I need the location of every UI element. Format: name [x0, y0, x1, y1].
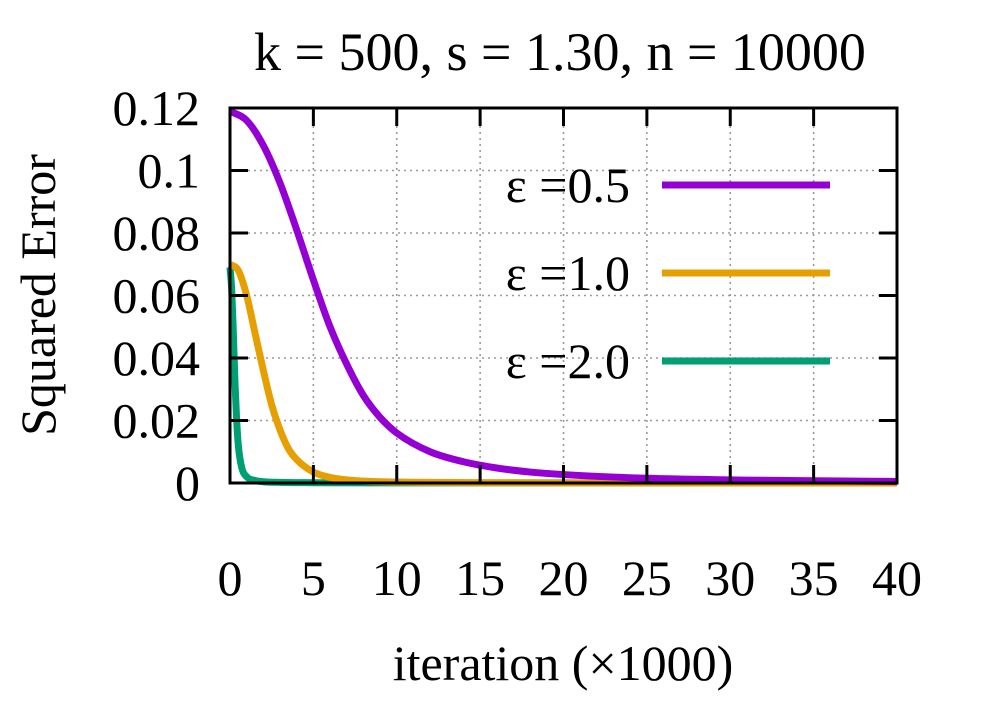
x-tick-label: 0: [218, 550, 243, 606]
plot-frame: [228, 106, 899, 485]
y-tick-label: 0: [175, 455, 200, 511]
x-axis-label: iteration (×1000): [393, 635, 734, 691]
axis-ticks: 0 5 10 15 20 25 30 35 40 0 0.02 0.04 0.06 0.08 0.1 0.12: [113, 80, 923, 606]
legend-label-1: ε =1.0: [506, 245, 630, 301]
y-axis-label: Squared Error: [10, 154, 66, 436]
legend-label-2: ε =2.0: [506, 333, 630, 389]
series-line-0: [228, 108, 898, 485]
y-tick-label: 0.04: [113, 330, 201, 386]
x-tick-label: 5: [301, 550, 326, 606]
y-tick-label: 0.12: [113, 80, 201, 136]
x-tick-label: 15: [455, 550, 505, 606]
y-tick-label: 0.08: [113, 205, 201, 261]
x-tick-label: 25: [622, 550, 672, 606]
grid-lines: [230, 108, 897, 483]
chart-title: k = 500, s = 1.30, n = 10000: [254, 22, 866, 82]
x-tick-label: 10: [372, 550, 422, 606]
y-tick-label: 0.06: [113, 268, 201, 324]
y-tick-label: 0.02: [113, 393, 201, 449]
x-tick-label: 40: [872, 550, 922, 606]
legend: ε =0.5 ε =1.0 ε =2.0: [506, 157, 830, 389]
x-tick-label: 30: [705, 550, 755, 606]
y-tick-label: 0.1: [138, 143, 201, 199]
x-tick-label: 20: [539, 550, 589, 606]
legend-label-0: ε =0.5: [506, 157, 630, 213]
x-tick-label: 35: [789, 550, 839, 606]
